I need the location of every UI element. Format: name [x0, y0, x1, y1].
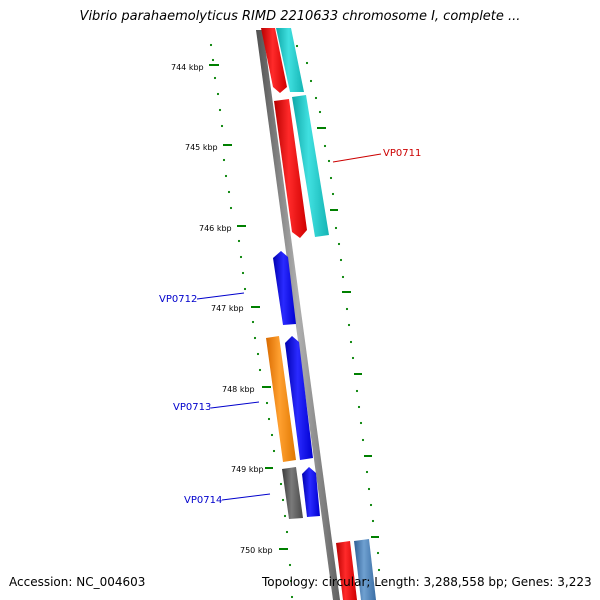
gene-label-vp0714[interactable]: VP0714: [184, 495, 222, 506]
tick-label-744: 744 kbp: [171, 63, 204, 72]
gene-red-top[interactable]: [261, 28, 287, 93]
tick-label-745: 745 kbp: [185, 143, 218, 152]
tick-label-749: 749 kbp: [231, 465, 264, 474]
gene-cyan-top[interactable]: [276, 28, 304, 92]
map-title: Vibrio parahaemolyticus RIMD 2210633 chr…: [79, 9, 521, 24]
tick-label-747: 747 kbp: [211, 304, 244, 313]
gene-red-bottom[interactable]: [336, 541, 357, 600]
accession-text: Accession: NC_004603: [9, 575, 146, 589]
tick-label-746: 746 kbp: [199, 224, 232, 233]
tick-label-748: 748 kbp: [222, 385, 255, 394]
gene-vp0713-orange[interactable]: [266, 336, 296, 462]
gene-steelblue-bottom[interactable]: [354, 539, 376, 600]
gene-label-vp0713[interactable]: VP0713: [173, 402, 211, 413]
gene-features: [261, 28, 376, 600]
gene-vp0714-blue[interactable]: [302, 467, 320, 517]
tick-dots: [209, 43, 381, 599]
sequence-backbone: [256, 30, 340, 600]
gene-vp0712-blue[interactable]: [273, 251, 296, 325]
gene-vp0714-gray[interactable]: [282, 467, 303, 519]
gene-label-vp0711[interactable]: VP0711: [383, 148, 421, 159]
topology-text: Topology: circular; Length: 3,288,558 bp…: [262, 575, 592, 589]
gene-cyan-lower[interactable]: [292, 95, 329, 237]
label-leaders: [196, 153, 382, 501]
tick-label-750: 750 kbp: [240, 546, 273, 555]
gene-vp0713-blue[interactable]: [285, 336, 313, 460]
major-ticks: [209, 64, 379, 550]
gene-vp0711-red[interactable]: [274, 99, 307, 238]
gene-label-vp0712[interactable]: VP0712: [159, 294, 197, 305]
